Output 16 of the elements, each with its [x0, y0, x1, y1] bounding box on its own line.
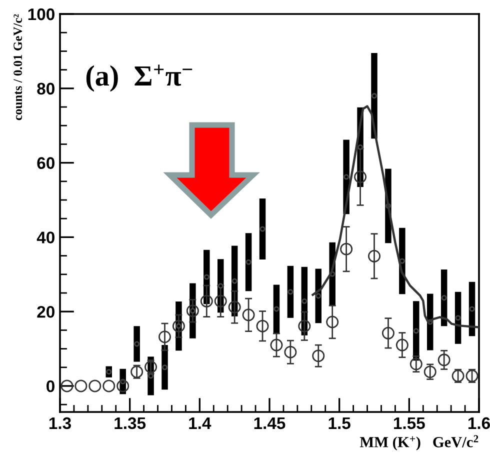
x-tick-label: 1.35: [114, 417, 146, 430]
y-tick-label: 40: [36, 232, 54, 244]
x-axis-title: MM (K$^{+}$) GeV/c$^{2}$: [360, 435, 478, 450]
y-tick-label: 80: [37, 82, 54, 95]
x-tick-label: 1.3: [49, 417, 71, 430]
y-tick-label: 0: [46, 380, 54, 392]
annotation: (a) Σ$^{+}$π$^{−}$: [86, 64, 192, 92]
x-tick-label: 1.6: [468, 417, 490, 430]
y-tick-label: 20: [37, 306, 54, 318]
x-tick-label: 1.45: [254, 417, 286, 430]
y-tick-label: 100: [28, 8, 54, 20]
x-tick-label: 1.4: [189, 417, 212, 429]
y-axis-title: counts / 0.01 GeV/c²: [14, 14, 22, 120]
x-tick-label: 1.5: [328, 417, 350, 430]
x-tick-label: 1.55: [394, 417, 425, 430]
y-tick-label: 60: [37, 157, 54, 169]
